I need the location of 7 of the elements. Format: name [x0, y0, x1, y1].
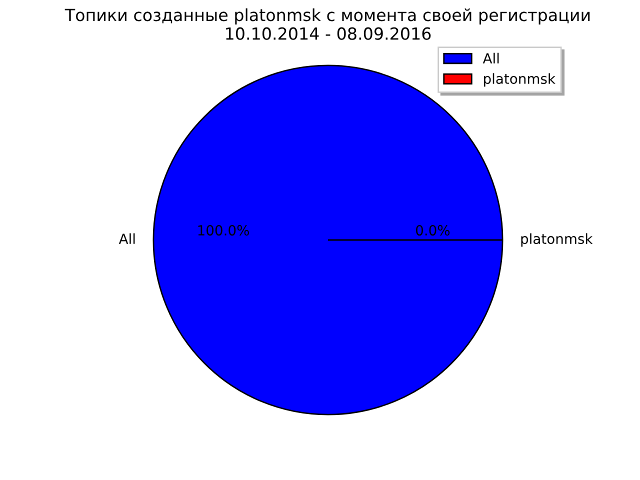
slice-label: All	[118, 233, 135, 244]
legend-label: platonmsk	[484, 73, 556, 87]
data-label: 100.0%	[198, 225, 249, 236]
legend-label: All	[482, 52, 499, 64]
text: 0.0%	[416, 225, 450, 236]
chart-title: Топики созданные platonmsk с момента своей регистрации 10.10.2014 - 08.09.2016	[64, 8, 590, 40]
category-label: platonmsk	[521, 233, 593, 247]
